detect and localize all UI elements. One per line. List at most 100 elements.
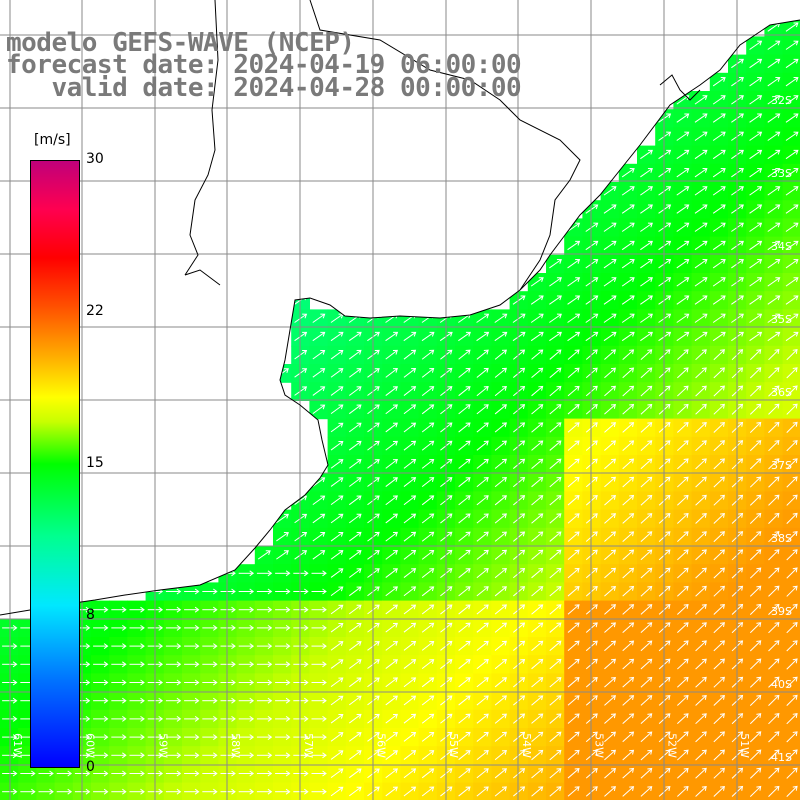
wind-arrow xyxy=(111,643,127,650)
wind-arrow xyxy=(749,658,762,670)
wind-arrow xyxy=(476,531,489,542)
wind-arrow xyxy=(749,240,763,251)
wind-arrow xyxy=(768,349,780,361)
wind-arrow xyxy=(238,588,255,595)
latitude-labels: 32S 33S 34S 35S 36S 37S 38S 39S 40S 41S xyxy=(771,94,792,764)
wind-arrow xyxy=(604,731,616,743)
wind-arrow xyxy=(785,204,799,214)
legend-tick-0: 0 xyxy=(86,759,95,775)
wind-arrow xyxy=(640,149,653,160)
wind-arrow xyxy=(330,368,344,378)
wind-arrow xyxy=(93,661,109,668)
wind-arrow xyxy=(676,222,690,232)
wind-arrow xyxy=(713,585,725,597)
lat-label: 38S xyxy=(771,532,792,545)
wind-arrow xyxy=(312,495,326,506)
wind-arrow xyxy=(256,606,273,613)
wind-arrow xyxy=(749,476,762,488)
wind-arrow xyxy=(494,313,508,323)
wind-arrow xyxy=(165,734,182,741)
wind-arrow xyxy=(695,785,707,797)
wind-arrow xyxy=(458,495,471,506)
wind-arrow xyxy=(695,713,707,725)
wind-arrow xyxy=(385,604,398,615)
wind-arrow xyxy=(512,731,526,742)
wind-arrow xyxy=(531,677,544,688)
wind-arrow xyxy=(512,749,526,761)
wind-arrow xyxy=(311,715,327,722)
wind-arrow xyxy=(330,477,344,487)
wind-arrow xyxy=(476,549,489,560)
wind-arrow xyxy=(165,643,182,650)
wind-arrow xyxy=(311,734,327,741)
wind-arrow xyxy=(348,659,362,669)
wind-arrow xyxy=(530,331,544,342)
wind-arrow xyxy=(640,658,653,670)
wind-arrow xyxy=(677,622,689,634)
wind-arrow xyxy=(676,277,690,287)
wind-arrow xyxy=(695,603,707,615)
wind-arrow xyxy=(622,731,635,743)
wind-arrow xyxy=(348,368,362,378)
landmass xyxy=(0,0,800,615)
wind-arrow xyxy=(129,661,145,668)
wind-arrow xyxy=(348,713,362,724)
wind-arrow xyxy=(256,734,273,741)
wind-arrow xyxy=(531,349,544,360)
wind-arrow xyxy=(695,531,707,543)
wind-arrow xyxy=(695,767,707,779)
wind-arrow xyxy=(603,186,617,196)
wind-arrow xyxy=(713,549,725,561)
wind-arrow xyxy=(531,713,544,724)
wind-arrow xyxy=(312,477,326,487)
wind-arrow xyxy=(622,349,635,360)
wind-arrow xyxy=(256,679,273,686)
wind-arrow xyxy=(476,677,489,688)
wind-arrow xyxy=(713,385,725,397)
wind-arrow xyxy=(202,770,218,777)
wind-arrow xyxy=(768,585,780,597)
wind-arrow xyxy=(549,259,562,269)
wind-arrow xyxy=(458,440,471,451)
wind-arrow xyxy=(749,149,763,160)
wind-arrow xyxy=(640,549,653,561)
wind-arrow xyxy=(640,676,653,688)
wind-arrow xyxy=(348,768,362,779)
wind-arrow xyxy=(749,421,762,433)
wind-arrow xyxy=(604,349,616,360)
wind-arrow xyxy=(275,679,291,686)
wind-arrow xyxy=(785,277,799,287)
wind-arrow xyxy=(184,770,200,777)
wind-arrow xyxy=(604,440,616,451)
wind-arrow xyxy=(403,386,417,396)
wind-arrow xyxy=(622,440,635,451)
wind-arrow xyxy=(640,331,653,342)
wind-arrow xyxy=(330,404,344,415)
wind-arrow xyxy=(640,531,653,542)
wind-arrow xyxy=(202,679,218,686)
wind-arrow xyxy=(567,677,580,688)
wind-arrow xyxy=(712,277,726,287)
wind-arrow xyxy=(494,567,507,579)
wind-arrow xyxy=(549,513,562,524)
wind-arrow xyxy=(713,403,725,415)
wind-arrow xyxy=(676,240,690,251)
wind-arrow xyxy=(712,168,726,178)
lon-label: 55W xyxy=(447,733,460,758)
wind-arrow xyxy=(640,403,653,415)
wind-arrow xyxy=(512,567,526,579)
wind-arrow xyxy=(238,661,255,668)
wind-arrow xyxy=(531,440,544,451)
wind-arrow xyxy=(403,531,417,542)
wind-arrow xyxy=(311,770,327,777)
wind-arrow xyxy=(640,749,653,761)
wind-arrow xyxy=(622,622,635,633)
wind-arrow xyxy=(749,512,762,524)
wind-arrow xyxy=(567,385,580,397)
wind-arrow xyxy=(276,513,289,524)
lon-label: 51W xyxy=(738,733,751,758)
wind-arrow xyxy=(531,549,544,560)
wind-arrow xyxy=(768,531,780,543)
wind-arrow xyxy=(549,786,562,797)
wind-arrow xyxy=(202,697,218,704)
